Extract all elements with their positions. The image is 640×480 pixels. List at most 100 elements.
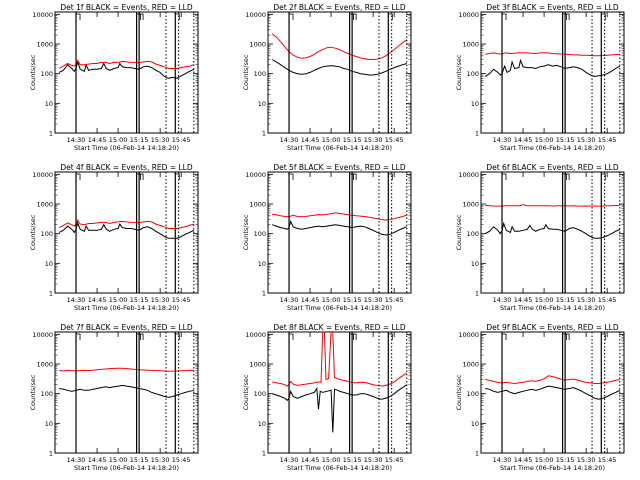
panel-title: Det 9f BLACK = Events, RED = LLD	[486, 323, 619, 332]
x-axis-label: Start Time (06-Feb-14 14:18:20)	[287, 144, 392, 152]
y-tick-label: 10	[45, 100, 53, 108]
events-series-line	[271, 59, 407, 76]
x-tick-label: 15:30	[364, 136, 383, 144]
y-tick-label: 1000	[36, 361, 53, 369]
lld-series-line	[58, 218, 194, 229]
marker-flag	[601, 333, 606, 340]
y-tick-label: 100	[254, 70, 266, 78]
y-tick-label: 1	[262, 130, 266, 138]
marker-flag	[289, 13, 294, 20]
y-tick-label: 1	[262, 290, 266, 298]
x-tick-label: 15:45	[385, 296, 404, 304]
panel-title: Det 7f BLACK = Events, RED = LLD	[60, 323, 193, 332]
x-tick-label: 14:45	[88, 136, 107, 144]
events-series-line	[485, 385, 621, 400]
x-tick-label: 14:45	[88, 296, 107, 304]
plot-frame	[480, 11, 625, 134]
x-tick-label: 15:45	[385, 136, 404, 144]
x-tick-label: 14:30	[493, 136, 512, 144]
x-tick-label: 15:00	[322, 456, 341, 464]
y-axis-label: Counts/sec	[455, 54, 463, 90]
marker-flag	[76, 13, 81, 20]
x-axis-label: Start Time (06-Feb-14 14:18:20)	[500, 144, 605, 152]
y-tick-label: 10000	[245, 171, 266, 179]
marker-flag	[289, 173, 294, 180]
x-tick-label: 15:30	[577, 456, 596, 464]
x-tick-label: 15:45	[385, 456, 404, 464]
x-tick-label: 14:45	[301, 136, 320, 144]
panel-det-1f: Det 1f BLACK = Events, RED = LLD 1 10 100 10…	[29, 3, 199, 152]
x-tick-label: 14:30	[67, 456, 86, 464]
y-tick-label: 1000	[36, 41, 53, 49]
marker-flag	[175, 13, 180, 20]
y-tick-label: 10000	[458, 331, 479, 339]
x-tick-label: 15:30	[151, 296, 170, 304]
panel-det-7f: Det 7f BLACK = Events, RED = LLD 1 10 100 10…	[29, 323, 199, 472]
panel-title: Det 1f BLACK = Events, RED = LLD	[60, 3, 193, 12]
marker-flag	[565, 13, 570, 20]
y-tick-label: 1	[475, 450, 479, 458]
panel-title: Det 8f BLACK = Events, RED = LLD	[273, 323, 406, 332]
plot-frame	[54, 331, 199, 454]
x-tick-label: 14:45	[514, 296, 533, 304]
x-tick-label: 15:15	[343, 296, 362, 304]
y-tick-label: 1	[49, 450, 53, 458]
panel-det-3f: Det 3f BLACK = Events, RED = LLD 1 10 100 10…	[455, 3, 625, 152]
y-tick-label: 10	[45, 420, 53, 428]
marker-flag	[502, 13, 507, 20]
panel-det-4f: Det 4f BLACK = Events, RED = LLD 1 10 100 10…	[29, 163, 199, 312]
y-tick-label: 10	[258, 260, 266, 268]
x-tick-label: 15:30	[577, 296, 596, 304]
marker-flag	[175, 173, 180, 180]
y-tick-label: 10	[471, 100, 479, 108]
marker-flag	[502, 333, 507, 340]
y-tick-label: 1000	[249, 41, 266, 49]
x-tick-label: 14:30	[493, 296, 512, 304]
x-tick-label: 15:00	[322, 136, 341, 144]
marker-flag	[565, 333, 570, 340]
x-axis-label: Start Time (06-Feb-14 14:18:20)	[500, 464, 605, 472]
panel-det-6f: Det 6f BLACK = Events, RED = LLD 1 10 100 10…	[455, 163, 625, 312]
y-tick-label: 10	[258, 420, 266, 428]
x-tick-label: 15:15	[556, 296, 575, 304]
x-tick-label: 14:30	[493, 456, 512, 464]
x-tick-label: 14:45	[301, 296, 320, 304]
panel-det-8f: Det 8f BLACK = Events, RED = LLD 1 10 100 10…	[242, 323, 412, 472]
events-series-line	[484, 221, 621, 239]
lld-series-line	[485, 52, 620, 57]
lld-series-line	[272, 332, 408, 387]
y-axis-label: Counts/sec	[29, 374, 37, 410]
y-tick-label: 10	[258, 100, 266, 108]
lld-series-line	[271, 33, 408, 60]
x-tick-label: 15:45	[598, 296, 617, 304]
panel-title: Det 5f BLACK = Events, RED = LLD	[273, 163, 406, 172]
x-tick-label: 15:00	[535, 296, 554, 304]
y-tick-label: 10000	[32, 11, 53, 19]
x-tick-label: 15:15	[130, 136, 149, 144]
marker-flag	[502, 173, 507, 180]
panel-title: Det 6f BLACK = Events, RED = LLD	[486, 163, 619, 172]
y-tick-label: 10000	[458, 11, 479, 19]
x-tick-label: 14:45	[301, 456, 320, 464]
x-tick-label: 15:30	[151, 136, 170, 144]
y-axis-label: Counts/sec	[29, 54, 37, 90]
y-tick-label: 1	[49, 130, 53, 138]
marker-flag	[565, 173, 570, 180]
x-tick-label: 14:30	[67, 136, 86, 144]
marker-flag	[352, 173, 357, 180]
plot-frame	[54, 171, 199, 294]
lld-series-line	[59, 367, 194, 372]
y-tick-label: 1	[475, 130, 479, 138]
marker-flag	[352, 333, 357, 340]
marker-flag	[601, 173, 606, 180]
y-tick-label: 10000	[32, 331, 53, 339]
lld-series-line	[485, 375, 620, 385]
x-tick-label: 15:45	[598, 456, 617, 464]
plot-frame	[267, 11, 412, 134]
x-tick-label: 15:45	[172, 456, 191, 464]
x-tick-label: 15:15	[556, 136, 575, 144]
marker-flag	[139, 13, 144, 20]
panel-det-5f: Det 5f BLACK = Events, RED = LLD 1 10 100 10…	[242, 163, 412, 312]
marker-flag	[352, 13, 357, 20]
y-tick-label: 1000	[462, 41, 479, 49]
